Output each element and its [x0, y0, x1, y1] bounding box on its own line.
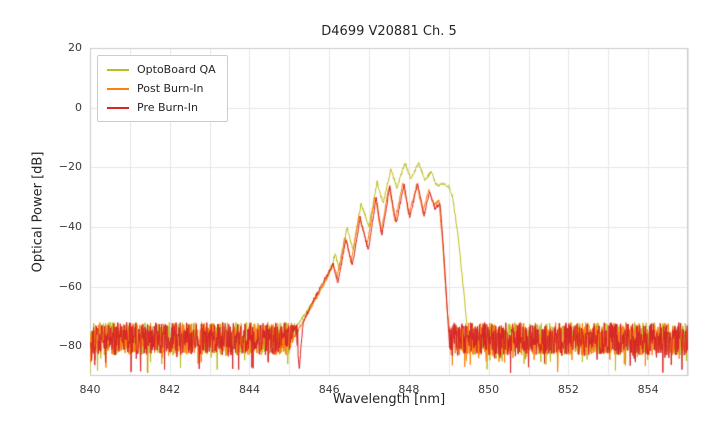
- x-tick-label: 854: [637, 383, 659, 396]
- x-tick-label: 840: [79, 383, 101, 396]
- x-tick-label: 852: [557, 383, 579, 396]
- y-tick-label: −40: [58, 219, 82, 233]
- y-tick-label: −20: [58, 160, 82, 174]
- legend-label-optoboard-qa: OptoBoard QA: [137, 63, 216, 76]
- legend-item-pre-burn-in: Pre Burn-In: [107, 101, 216, 114]
- y-tick-label: 20: [68, 41, 82, 54]
- legend: OptoBoard QA Post Burn-In Pre Burn-In: [97, 55, 228, 122]
- legend-label-pre-burn-in: Pre Burn-In: [137, 101, 198, 114]
- legend-line-pre-burn-in: [107, 106, 129, 109]
- y-tick-label: −80: [58, 339, 82, 353]
- legend-label-post-burn-in: Post Burn-In: [137, 82, 204, 95]
- plot-title: D4699 V20881 Ch. 5: [321, 24, 457, 39]
- y-tick-label: 0: [75, 100, 82, 114]
- y-tick-label: −60: [58, 279, 82, 293]
- x-tick-label: 844: [238, 383, 260, 396]
- x-tick-label: 846: [318, 383, 340, 396]
- x-tick-label: 848: [398, 383, 420, 396]
- legend-line-optoboard-qa: [107, 68, 129, 71]
- x-tick-label: 850: [478, 383, 500, 396]
- y-axis-label: Optical Power [dB]: [30, 151, 46, 273]
- legend-item-optoboard-qa: OptoBoard QA: [107, 63, 216, 76]
- legend-item-post-burn-in: Post Burn-In: [107, 82, 216, 95]
- legend-line-post-burn-in: [107, 87, 129, 90]
- x-tick-label: 842: [159, 383, 181, 396]
- x-axis-label: Wavelength [nm]: [332, 392, 446, 407]
